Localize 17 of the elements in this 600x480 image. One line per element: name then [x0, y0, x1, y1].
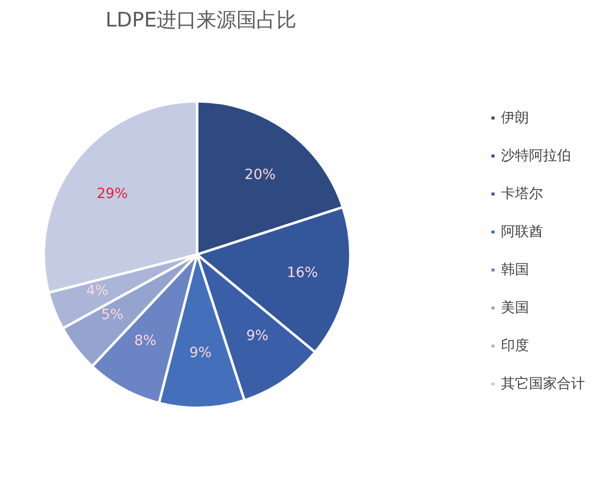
data-label: 29%: [96, 186, 128, 202]
data-label: 9%: [189, 344, 212, 361]
legend-label: 韩国: [501, 260, 529, 278]
legend-label: 印度: [501, 336, 529, 354]
data-label: 16%: [286, 264, 318, 281]
data-label: 8%: [134, 332, 156, 349]
data-label: 9%: [246, 328, 268, 344]
data-label: 20%: [244, 166, 276, 183]
legend-label: 沙特阿拉伯: [501, 146, 571, 164]
legend-label: 阿联酋: [501, 222, 543, 240]
legend-label: 伊朗: [501, 108, 529, 126]
legend-label: 美国: [501, 298, 529, 316]
data-label: 4%: [86, 282, 108, 299]
legend-label: 其它国家合计: [501, 374, 585, 392]
data-label: 5%: [101, 306, 124, 323]
chart-title: LDPE进口来源国占比: [106, 8, 297, 32]
legend-label: 卡塔尔: [501, 184, 543, 202]
